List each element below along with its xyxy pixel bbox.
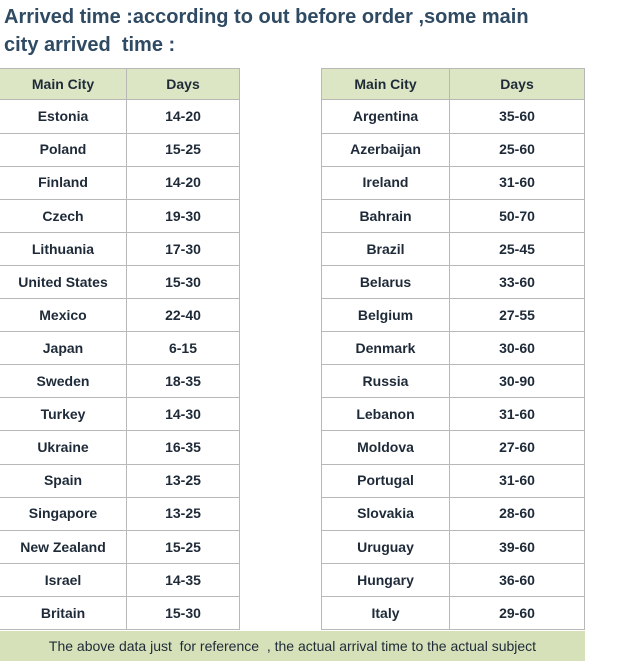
table-cell: 28-60 (450, 497, 585, 531)
table-cell: Portugal (321, 464, 450, 498)
table-cell: 13-25 (127, 464, 240, 498)
table-cell: Poland (0, 133, 127, 167)
table-cell: 22-40 (127, 298, 240, 333)
table-cell: Italy (321, 596, 450, 631)
table-cell: 27-55 (450, 298, 585, 333)
table-cell: 14-20 (127, 166, 240, 200)
table-cell: Mexico (0, 298, 127, 333)
table-cell: 19-30 (127, 199, 240, 233)
table-cell: 6-15 (127, 331, 240, 366)
table-cell: New Zealand (0, 530, 127, 564)
table-cell: 29-60 (450, 596, 585, 631)
table-cell: 31-60 (450, 397, 585, 432)
table-cell: 15-25 (127, 133, 240, 167)
table-cell: 16-35 (127, 431, 240, 465)
table-cell: Finland (0, 166, 127, 200)
table-cell: Denmark (321, 331, 450, 366)
table-cell: 14-30 (127, 397, 240, 432)
table-cell: Czech (0, 199, 127, 233)
table-cell: 39-60 (450, 530, 585, 564)
table-cell: Uruguay (321, 530, 450, 564)
table-cell: Russia (321, 364, 450, 399)
table-cell: Japan (0, 331, 127, 366)
table-cell: 27-60 (450, 431, 585, 465)
table-cell: 36-60 (450, 563, 585, 597)
column-header: Days (127, 68, 240, 100)
table-cell: 13-25 (127, 497, 240, 531)
table-cell: Argentina (321, 100, 450, 134)
table-cell: Moldova (321, 431, 450, 465)
table-cell: 50-70 (450, 199, 585, 233)
column-header: Main City (0, 68, 127, 100)
table-cell: Slovakia (321, 497, 450, 531)
table-cell: Belarus (321, 265, 450, 300)
table-cell: Turkey (0, 397, 127, 432)
table-cell: Lebanon (321, 397, 450, 432)
table-cell: Britain (0, 596, 127, 631)
table-cell: 31-60 (450, 464, 585, 498)
table-cell: 30-60 (450, 331, 585, 366)
footer-note: The above data just for reference , the … (0, 631, 585, 661)
table-cell: 31-60 (450, 166, 585, 200)
table-cell: Lithuania (0, 232, 127, 266)
table-cell: Ireland (321, 166, 450, 200)
table-cell: 30-90 (450, 364, 585, 399)
column-header: Days (450, 68, 585, 100)
table-cell: Bahrain (321, 199, 450, 233)
title-line: Arrived time :according to out before or… (4, 6, 529, 28)
table-cell: Azerbaijan (321, 133, 450, 167)
table-cell: Israel (0, 563, 127, 597)
table-cell: Singapore (0, 497, 127, 531)
table-cell: Brazil (321, 232, 450, 266)
table-cell: 33-60 (450, 265, 585, 300)
table-cell: 14-20 (127, 100, 240, 134)
table-cell: 35-60 (450, 100, 585, 134)
table-cell: 15-25 (127, 530, 240, 564)
table-cell: 17-30 (127, 232, 240, 266)
table-cell: United States (0, 265, 127, 300)
table-cell: 25-45 (450, 232, 585, 266)
column-header: Main City (321, 68, 450, 100)
table-cell: Spain (0, 464, 127, 498)
table-cell: 14-35 (127, 563, 240, 597)
table-cell: 18-35 (127, 364, 240, 399)
table-cell: Belgium (321, 298, 450, 333)
title-line: city arrived time : (4, 34, 176, 56)
table-cell: 15-30 (127, 596, 240, 631)
table-cell: 15-30 (127, 265, 240, 300)
table-cell: Estonia (0, 100, 127, 134)
table-cell: Ukraine (0, 431, 127, 465)
table-cell: Sweden (0, 364, 127, 399)
table-cell: 25-60 (450, 133, 585, 167)
table-cell: Hungary (321, 563, 450, 597)
